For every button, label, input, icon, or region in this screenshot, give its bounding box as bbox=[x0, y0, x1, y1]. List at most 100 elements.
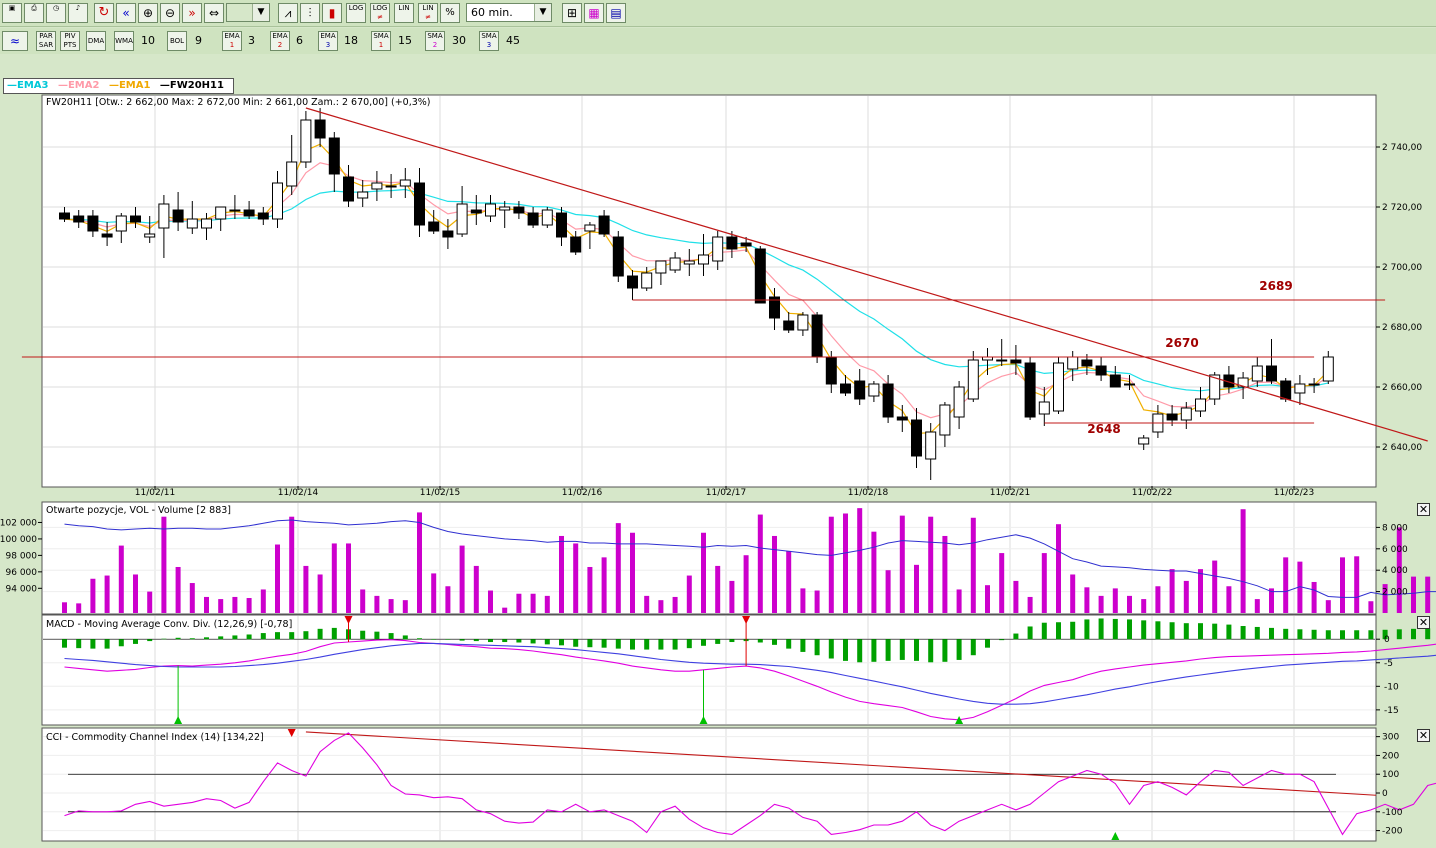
wma-period[interactable]: 10 bbox=[141, 34, 155, 47]
par-sar-button[interactable]: PAR SAR bbox=[36, 31, 56, 51]
legend-fw20h11[interactable]: —FW20H11 bbox=[159, 80, 224, 91]
bol-period[interactable]: 9 bbox=[195, 34, 202, 47]
macd-chart[interactable]: 0 -5 -10 -15 MACD - Moving Average Conv. Di… bbox=[0, 614, 1436, 727]
scroll-right-icon[interactable]: » bbox=[182, 3, 202, 23]
scroll-left-icon[interactable]: « bbox=[116, 3, 136, 23]
indicator-icon[interactable]: ⊞ bbox=[562, 3, 582, 23]
candle-chart-icon[interactable]: ▮ bbox=[322, 3, 342, 23]
dma-button[interactable]: DMA bbox=[86, 31, 106, 51]
volume-bar bbox=[360, 589, 366, 613]
price-panel-frame bbox=[41, 94, 1377, 488]
candle-body bbox=[59, 212, 70, 220]
legend-ema3[interactable]: —EMA3 bbox=[7, 80, 49, 91]
palette-icon[interactable]: ▦ bbox=[584, 3, 604, 23]
zoom-in-icon[interactable]: ⊕ bbox=[138, 3, 158, 23]
volume-bar bbox=[218, 599, 224, 613]
x-tick-label: 11/02/18 bbox=[848, 488, 889, 498]
macd-line bbox=[64, 639, 1436, 721]
volume-bar bbox=[1311, 581, 1317, 613]
bol-button[interactable]: BOL bbox=[167, 31, 187, 51]
ema2-button[interactable]: EMA 2 bbox=[270, 31, 290, 51]
volume-bar bbox=[133, 574, 138, 613]
candle bbox=[1251, 357, 1263, 387]
histogram-bar bbox=[899, 639, 905, 660]
left-tick-label: 98 000 bbox=[6, 551, 38, 561]
sma1-button[interactable]: SMA 1 bbox=[371, 31, 391, 51]
lin-button[interactable]: LIN bbox=[394, 3, 414, 23]
bar-chart-icon[interactable]: ⫶ bbox=[300, 3, 320, 23]
legend-ema1[interactable]: —EMA1 bbox=[108, 80, 151, 91]
close-volume-icon[interactable]: ✕ bbox=[1417, 503, 1430, 516]
volume-bar bbox=[175, 566, 181, 613]
volume-bar bbox=[800, 588, 806, 613]
refresh-icon[interactable]: ↻ bbox=[94, 3, 114, 23]
y-tick-label: 2 640,00 bbox=[1382, 443, 1422, 453]
volume-bar bbox=[417, 512, 422, 613]
histogram-bar bbox=[658, 639, 664, 650]
line-chart-icon[interactable]: ⩘ bbox=[278, 3, 298, 23]
wma-button[interactable]: WMA bbox=[114, 31, 134, 51]
right-tick-label: 100 bbox=[1382, 770, 1399, 780]
candle-body bbox=[783, 320, 795, 331]
histogram-bar bbox=[1183, 623, 1189, 640]
ema1-period[interactable]: 3 bbox=[248, 34, 255, 47]
candle-body bbox=[641, 272, 653, 289]
print-icon[interactable]: ⎙ bbox=[24, 3, 44, 23]
sma2-button[interactable]: SMA 2 bbox=[425, 31, 445, 51]
price-chart[interactable]: 2689 2670 2648 2 640,00 2 660,00 2 680,00 2 7… bbox=[0, 94, 1436, 594]
histogram-bar bbox=[1098, 618, 1104, 640]
zoom-out-icon[interactable]: ⊖ bbox=[160, 3, 180, 23]
candle bbox=[1053, 357, 1064, 414]
candle bbox=[1180, 402, 1192, 429]
legend-ema2[interactable]: —EMA2 bbox=[57, 80, 100, 91]
cci-chart[interactable]: 300 200 100 0 -100 -200 CCI - Commodity Chann… bbox=[0, 727, 1436, 843]
fit-icon[interactable]: ⇔ bbox=[204, 3, 224, 23]
histogram-bar bbox=[473, 639, 479, 642]
ema2-period[interactable]: 6 bbox=[296, 34, 303, 47]
sound-icon[interactable]: ♪ bbox=[68, 3, 88, 23]
histogram-bar bbox=[445, 639, 451, 640]
main-toolbar: ▣ ⎙ ◷ ♪ ↻ « ⊕ ⊖ » ⇔ ▼ ⩘ ⫶ ▮ LOG LOG ≠ LIN… bbox=[0, 0, 1436, 27]
ema3-period[interactable]: 18 bbox=[344, 34, 358, 47]
x-tick-label: 11/02/23 bbox=[1274, 488, 1314, 498]
left-tick-label: 100 000 bbox=[0, 535, 37, 545]
timeframe-select[interactable]: 60 min. ▼ bbox=[466, 3, 552, 22]
histogram-bar bbox=[1368, 630, 1374, 640]
log-diff-button[interactable]: LOG ≠ bbox=[370, 3, 390, 23]
ema1-button[interactable]: EMA 1 bbox=[222, 31, 242, 51]
sma1-period[interactable]: 15 bbox=[398, 34, 412, 47]
candle-body bbox=[811, 314, 823, 358]
close-cci-icon[interactable]: ✕ bbox=[1417, 729, 1430, 742]
histogram-bar bbox=[786, 639, 792, 649]
zoom-icon[interactable]: ≈ bbox=[2, 31, 28, 51]
candle bbox=[911, 408, 922, 468]
volume-bar bbox=[516, 593, 522, 613]
candle-body bbox=[1166, 413, 1178, 421]
volume-bar bbox=[743, 555, 749, 613]
clock-icon[interactable]: ◷ bbox=[46, 3, 66, 23]
candle-body bbox=[655, 260, 667, 274]
sma2-period[interactable]: 30 bbox=[452, 34, 466, 47]
sma3-period[interactable]: 45 bbox=[506, 34, 520, 47]
volume-bar bbox=[161, 516, 167, 613]
volume-chart[interactable]: 2 000 4 000 6 000 8 000 94 000 96 000 98 000 10… bbox=[0, 501, 1436, 616]
x-tick-label: 11/02/16 bbox=[562, 488, 603, 498]
candle bbox=[456, 186, 468, 237]
close-macd-icon[interactable]: ✕ bbox=[1417, 616, 1430, 629]
sma3-button[interactable]: SMA 3 bbox=[479, 31, 499, 51]
piv-pts-button[interactable]: PIV PTS bbox=[60, 31, 80, 51]
candle-body bbox=[1280, 380, 1292, 400]
volume-bar bbox=[999, 553, 1005, 613]
lin-diff-button[interactable]: LIN ≠ bbox=[418, 3, 438, 23]
histogram-bar bbox=[800, 639, 806, 652]
candle-body bbox=[1195, 398, 1206, 412]
ema3-button[interactable]: EMA 3 bbox=[318, 31, 338, 51]
candle-body bbox=[868, 383, 880, 397]
percent-button[interactable]: % bbox=[440, 3, 460, 23]
volume-bar bbox=[459, 545, 465, 613]
log-button[interactable]: LOG bbox=[346, 3, 366, 23]
color-select[interactable]: ▼ bbox=[226, 3, 270, 22]
candle bbox=[683, 249, 695, 276]
table-icon[interactable]: ▤ bbox=[606, 3, 626, 23]
new-window-icon[interactable]: ▣ bbox=[2, 3, 22, 23]
